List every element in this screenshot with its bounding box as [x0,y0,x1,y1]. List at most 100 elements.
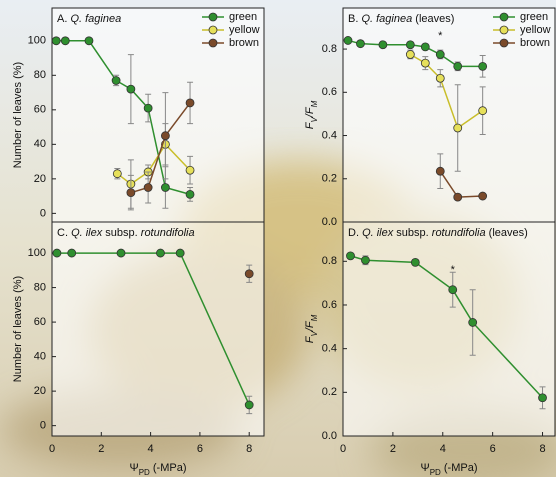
legend-label: yellow [520,24,551,36]
data-point [421,59,429,67]
data-point [52,37,60,45]
y-tick-label: 0 [40,207,46,219]
data-point [344,36,352,44]
legend-label: green [229,11,257,23]
y-tick-label: 20 [34,385,46,397]
x-axis-label-part: (-MPa) [150,462,187,474]
data-point [68,249,76,257]
legend-marker [209,26,217,34]
y-tick-label: 60 [34,104,46,116]
annotation: * [451,264,456,276]
data-point [176,249,184,257]
y-axis-label: Number of leaves (%) [12,276,24,382]
y-tick-label: 40 [34,351,46,363]
panel-title: A. Q. faginea [57,13,121,25]
y-tick-label: 20 [34,173,46,185]
panel-title-part: subsp. [393,227,432,239]
y-axis-label-part: M [310,314,319,321]
data-point [346,252,354,260]
y-tick-label: 80 [34,281,46,293]
data-point [454,124,462,132]
y-axis-label: Number of leaves (%) [12,62,24,168]
data-point [539,394,547,402]
data-point [356,40,364,48]
y-tick-label: 0.2 [322,173,337,185]
x-tick-label: 0 [49,443,55,455]
panel-title-part: Q. ilex [362,227,394,239]
data-point [436,167,444,175]
x-tick-label: 4 [440,443,446,455]
x-axis-label-part: (-MPa) [441,462,478,474]
x-axis-label-part: Ψ [421,462,430,474]
panel-title-part: rotundifolia [432,227,486,239]
panel-title-part: (leaves) [412,13,454,25]
y-tick-label: 0.8 [322,43,337,55]
y-tick-label: 100 [28,35,46,47]
data-point [361,256,369,264]
panel-title-part: D. [348,227,362,239]
data-point [379,41,387,49]
data-point [53,249,61,257]
y-tick-label: 0.4 [322,343,337,355]
data-point [411,258,419,266]
data-point [144,183,152,191]
panel-title-part: C. [57,227,71,239]
legend-label: brown [229,37,259,49]
data-point [161,132,169,140]
data-point [161,183,169,191]
y-tick-label: 0 [40,420,46,432]
data-point [127,85,135,93]
y-tick-label: 0.8 [322,255,337,267]
x-axis-label-part: PD [139,468,150,477]
y-tick-label: 0.0 [322,430,337,442]
annotation: * [438,30,443,42]
data-point [61,37,69,45]
data-point [245,270,253,278]
y-tick-label: 0.4 [322,129,337,141]
x-tick-label: 6 [197,443,203,455]
data-point [479,192,487,200]
legend-marker [500,26,508,34]
data-point [117,249,125,257]
data-point [479,62,487,70]
y-axis-label-part: M [310,100,319,107]
figure: 020406080100A. Q. fagineaNumber of leave… [0,0,556,477]
legend-label: green [520,11,548,23]
panel-title-part: (leaves) [486,227,528,239]
y-tick-label: 0.2 [322,386,337,398]
data-point [85,37,93,45]
plot-area [343,222,555,436]
data-point [156,249,164,257]
x-axis-label-part: PD [430,468,441,477]
data-point [469,318,477,326]
y-tick-label: 80 [34,69,46,81]
data-point [245,401,253,409]
panel-title-part: Q. faginea [361,13,412,25]
data-point [436,74,444,82]
data-point [449,286,457,294]
panel-title-part: rotundifolia [141,227,195,239]
legend-label: yellow [229,24,260,36]
data-point [112,76,120,84]
x-axis-label-part: Ψ [130,462,139,474]
data-point [421,43,429,51]
legend-marker [209,13,217,21]
data-point [186,190,194,198]
data-point [144,104,152,112]
panel-title-part: Q. faginea [70,13,121,25]
x-tick-label: 2 [98,443,104,455]
panel-title: C. Q. ilex subsp. rotundifolia [57,227,195,239]
data-point [113,170,121,178]
x-tick-label: 6 [490,443,496,455]
panel-title-part: A. [57,13,70,25]
legend-marker [500,13,508,21]
panel-title-part: B. [348,13,361,25]
data-point [186,99,194,107]
data-point [406,50,414,58]
y-tick-label: 100 [28,247,46,259]
y-tick-label: 60 [34,316,46,328]
panel-title-part: Q. ilex [71,227,103,239]
y-tick-label: 0.6 [322,86,337,98]
x-tick-label: 0 [340,443,346,455]
legend-label: brown [520,37,550,49]
